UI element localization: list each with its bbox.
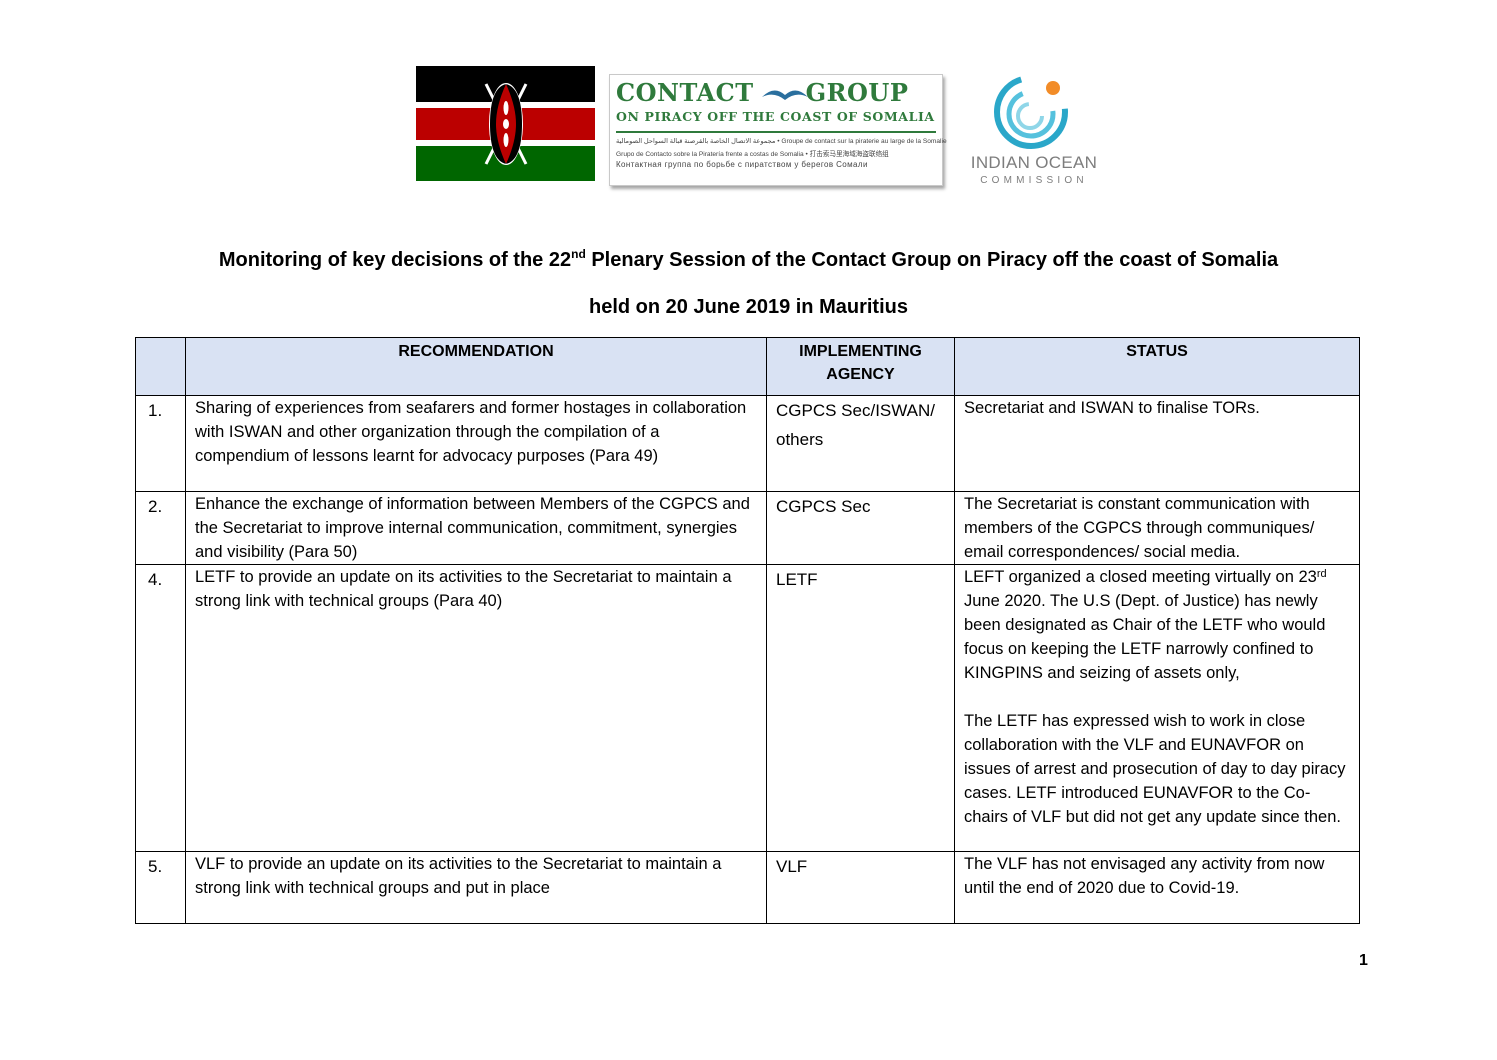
contact-group-logo-subtitle: ON PIRACY OFF THE COAST OF SOMALIA bbox=[616, 109, 935, 124]
row-number: 1. bbox=[135, 395, 186, 492]
logo-divider bbox=[616, 131, 936, 133]
page-number: 1 bbox=[1359, 952, 1368, 969]
row-number: 4. bbox=[135, 564, 186, 852]
header-recommendation: RECOMMENDATION bbox=[185, 337, 767, 396]
status-paragraph: LEFT organized a closed meeting virtuall… bbox=[964, 568, 1327, 682]
contact-group-logo-title: CONTACT GROUP bbox=[616, 78, 909, 107]
document-title: Monitoring of key decisions of the 22nd … bbox=[218, 247, 1279, 271]
row-number: 2. bbox=[135, 491, 186, 565]
header-implementing-agency: IMPLEMENTING AGENCY bbox=[766, 337, 955, 396]
table-row: 5. VLF to provide an update on its activ… bbox=[135, 851, 1360, 924]
status-cell: The VLF has not envisaged any activity f… bbox=[954, 851, 1360, 924]
logo-multilingual-line: مجموعة الاتصال الخاصة بالقرصنة قبالة الس… bbox=[616, 138, 947, 145]
logo-multilingual-line: Контактная группа по борьбе с пиратством… bbox=[616, 160, 868, 169]
logo-multilingual-line: Grupo de Contacto sobre la Piratería fre… bbox=[616, 151, 889, 158]
indian-ocean-commission-logo: INDIAN OCEAN COMMISSION bbox=[962, 72, 1106, 192]
row-number: 5. bbox=[135, 851, 186, 924]
recommendation-cell: LETF to provide an update on its activit… bbox=[185, 564, 767, 852]
kenya-flag-logo bbox=[416, 66, 595, 181]
bird-icon bbox=[762, 90, 808, 100]
ioc-name: INDIAN OCEAN bbox=[970, 153, 1098, 172]
status-cell: Secretariat and ISWAN to finalise TORs. bbox=[954, 395, 1360, 492]
ioc-subtitle: COMMISSION bbox=[980, 175, 1088, 186]
status-cell: LEFT organized a closed meeting virtuall… bbox=[954, 564, 1360, 852]
document-subtitle: held on 20 June 2019 in Mauritius bbox=[589, 296, 908, 318]
recommendation-cell: VLF to provide an update on its activiti… bbox=[185, 851, 767, 924]
ioc-emblem-icon bbox=[994, 75, 1068, 149]
table-row: 2. Enhance the exchange of information b… bbox=[135, 491, 1360, 565]
contact-group-logo: CONTACT GROUP ON PIRACY OFF THE COAST OF … bbox=[609, 74, 947, 186]
decisions-table: RECOMMENDATION IMPLEMENTING AGENCY STATUS… bbox=[135, 337, 1360, 924]
agency-cell: VLF bbox=[766, 851, 955, 924]
logo-banner: CONTACT GROUP ON PIRACY OFF THE COAST OF … bbox=[0, 62, 1497, 192]
header-status: STATUS bbox=[954, 337, 1360, 396]
table-row: 1. Sharing of experiences from seafarers… bbox=[135, 395, 1360, 492]
table-header-row: RECOMMENDATION IMPLEMENTING AGENCY STATUS bbox=[135, 337, 1360, 396]
table-row: 4. LETF to provide an update on its acti… bbox=[135, 564, 1360, 852]
agency-cell: CGPCS Sec/ISWAN/ others bbox=[766, 395, 955, 492]
recommendation-cell: Enhance the exchange of information betw… bbox=[185, 491, 767, 565]
status-paragraph: The LETF has expressed wish to work in c… bbox=[964, 712, 1346, 826]
recommendation-cell: Sharing of experiences from seafarers an… bbox=[185, 395, 767, 492]
header-number bbox=[135, 337, 186, 396]
agency-cell: CGPCS Sec bbox=[766, 491, 955, 565]
agency-cell: LETF bbox=[766, 564, 955, 852]
status-cell: The Secretariat is constant communicatio… bbox=[954, 491, 1360, 565]
